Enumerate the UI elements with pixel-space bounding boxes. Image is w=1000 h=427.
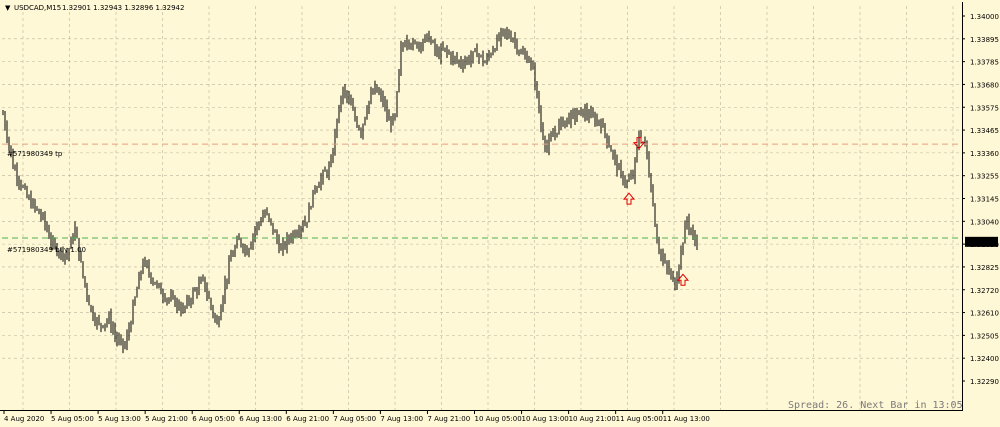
time-tick-label: 10 Aug 13:00 <box>522 415 569 423</box>
price-tick-label: 1.33575 <box>970 104 999 112</box>
spread-status: Spread: 26. Next Bar in 13:05 <box>788 400 963 411</box>
chart-menu-icon[interactable]: ▼ <box>5 4 11 12</box>
time-tick-label: 7 Aug 21:00 <box>427 415 470 423</box>
candles <box>2 26 698 354</box>
current-price-tag: 1.32942 <box>965 236 998 247</box>
time-tick-label: 5 Aug 21:00 <box>145 415 188 423</box>
price-tick-label: 1.33145 <box>970 196 999 204</box>
time-tick-label: 11 Aug 13:00 <box>663 415 710 423</box>
price-tick-label: 1.32825 <box>970 264 999 272</box>
price-axis[interactable]: 1.34000 1.33895 1.33785 1.33680 1.33575 1.334… <box>962 13 999 386</box>
price-tick-label: 1.33680 <box>970 81 999 89</box>
take-profit-label: #571980349 tp <box>7 150 63 158</box>
price-tick-label: 1.33465 <box>970 127 999 135</box>
time-tick-label: 7 Aug 13:00 <box>380 415 423 423</box>
buy-order-label: #571980349 buy 1.00 <box>7 246 86 254</box>
sell-arrow-icon <box>632 137 646 150</box>
price-tick-label: 1.34000 <box>970 13 999 21</box>
price-tick-label: 1.32290 <box>970 378 999 386</box>
buy-arrow-icon <box>622 192 636 205</box>
time-tick-label: 5 Aug 13:00 <box>98 415 141 423</box>
current-price-value: 1.32942 <box>968 239 997 247</box>
symbol-label: USDCAD,M15 <box>14 4 61 12</box>
price-tick-label: 1.33360 <box>970 150 999 158</box>
ohlc-values: 1.32901 1.32943 1.32896 1.32942 <box>62 4 184 12</box>
price-tick-label: 1.33255 <box>970 173 999 181</box>
time-tick-label: 4 Aug 2020 <box>4 415 44 423</box>
price-tick-label: 1.32610 <box>970 310 999 318</box>
trade-arrows <box>622 137 690 286</box>
price-tick-label: 1.32720 <box>970 287 999 295</box>
time-tick-label: 10 Aug 21:00 <box>569 415 616 423</box>
price-tick-label: 1.33895 <box>970 36 999 44</box>
price-tick-label: 1.33785 <box>970 59 999 67</box>
time-tick-label: 6 Aug 05:00 <box>192 415 235 423</box>
time-tick-label: 6 Aug 13:00 <box>239 415 282 423</box>
price-tick-label: 1.33040 <box>970 218 999 226</box>
time-tick-label: 10 Aug 05:00 <box>475 415 522 423</box>
time-axis[interactable]: 4 Aug 2020 5 Aug 05:00 5 Aug 13:00 5 Aug 21… <box>3 410 710 423</box>
time-tick-label: 6 Aug 21:00 <box>286 415 329 423</box>
buy-arrow-icon <box>676 273 690 286</box>
time-tick-label: 5 Aug 05:00 <box>51 415 94 423</box>
time-tick-label: 7 Aug 05:00 <box>333 415 376 423</box>
price-tick-label: 1.32505 <box>970 332 999 340</box>
time-tick-label: 11 Aug 05:00 <box>616 415 663 423</box>
price-tick-label: 1.32400 <box>970 355 999 363</box>
chart-grid <box>2 6 962 410</box>
